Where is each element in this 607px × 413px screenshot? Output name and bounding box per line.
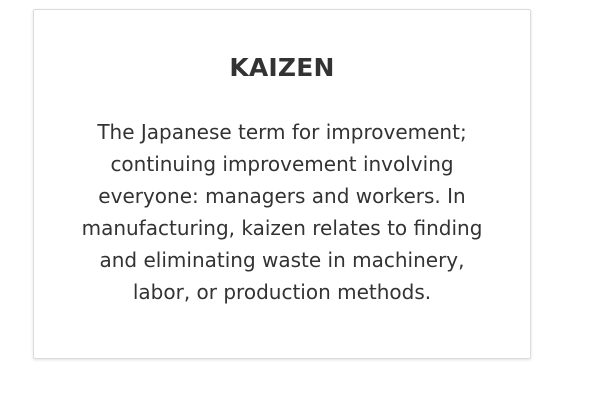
- glossary-card: KAIZEN The Japanese term for improvement…: [33, 9, 531, 359]
- term-definition: The Japanese term for improvement; conti…: [81, 120, 483, 304]
- term-title: KAIZEN: [229, 53, 335, 82]
